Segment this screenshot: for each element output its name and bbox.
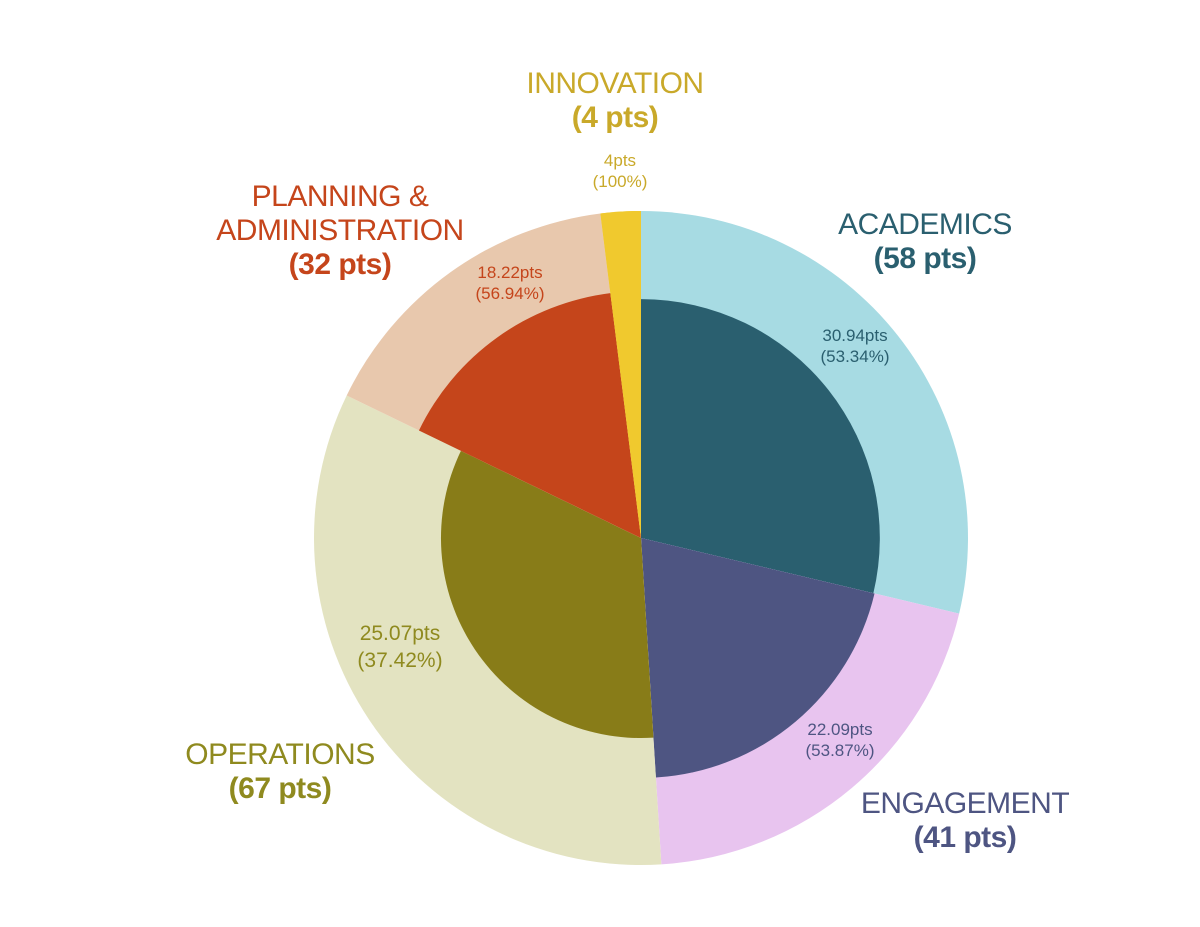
inner-slice-planning xyxy=(418,293,641,538)
category-label-planning-administration: PLANNING & ADMINISTRATION (32 pts) xyxy=(195,180,485,282)
earned-value-operations: 25.07pts xyxy=(359,622,441,645)
earned-value-academics: 30.94pts xyxy=(822,326,888,345)
inner-slice-innovation xyxy=(600,211,641,538)
value-label-planning: 18.22pts (56.94%) xyxy=(440,262,580,304)
category-total-planning: (32 pts) xyxy=(288,248,392,281)
value-label-operations: 25.07pts (37.42%) xyxy=(320,620,480,674)
inner-slice-operations xyxy=(440,450,654,739)
category-total-operations: (67 pts) xyxy=(228,772,332,805)
category-total-academics: (58 pts) xyxy=(873,242,977,275)
earned-value-engagement: 22.09pts xyxy=(807,720,873,739)
percent-value-engagement: (53.87%) xyxy=(805,741,875,760)
value-label-academics: 30.94pts (53.34%) xyxy=(785,325,925,367)
inner-slice-academics xyxy=(641,299,880,594)
category-label-academics: ACADEMICS (58 pts) xyxy=(800,208,1050,276)
category-total-innovation: (4 pts) xyxy=(571,101,659,134)
category-name-operations: OPERATIONS xyxy=(185,738,375,771)
category-name-planning-line2: ADMINISTRATION xyxy=(216,214,464,247)
inner-slice-engagement xyxy=(641,538,875,778)
category-name-innovation: INNOVATION xyxy=(526,67,704,100)
category-label-operations: OPERATIONS (67 pts) xyxy=(155,738,405,806)
percent-value-planning: (56.94%) xyxy=(475,284,545,303)
category-label-engagement: ENGAGEMENT (41 pts) xyxy=(840,787,1090,855)
category-name-engagement: ENGAGEMENT xyxy=(860,787,1070,820)
category-name-planning-line1: PLANNING & xyxy=(251,180,429,213)
earned-value-innovation: 4pts xyxy=(603,151,637,170)
percent-value-academics: (53.34%) xyxy=(820,347,890,366)
value-label-innovation: 4pts (100%) xyxy=(560,150,680,192)
value-label-engagement: 22.09pts (53.87%) xyxy=(770,719,910,761)
percent-value-innovation: (100%) xyxy=(592,172,648,191)
category-label-innovation: INNOVATION (4 pts) xyxy=(490,67,740,135)
category-name-academics: ACADEMICS xyxy=(838,208,1012,241)
category-total-engagement: (41 pts) xyxy=(913,821,1017,854)
earned-value-planning: 18.22pts xyxy=(477,263,543,282)
percent-value-operations: (37.42%) xyxy=(357,649,443,672)
